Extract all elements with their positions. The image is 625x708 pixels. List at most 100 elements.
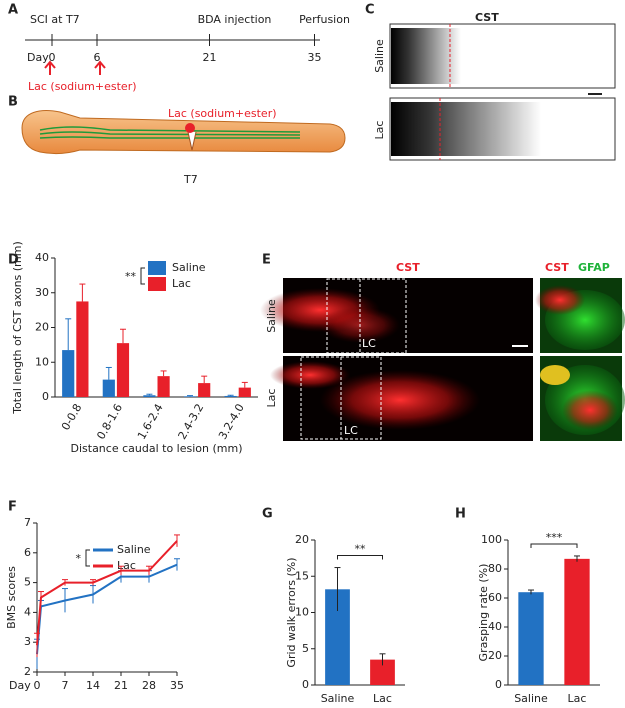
x-tick-label: 21 (114, 679, 128, 692)
y-axis-label: Total length of CST axons (mm) (11, 241, 24, 415)
image-signal (391, 102, 541, 156)
y-axis-label: Grid walk errors (%) (285, 557, 298, 667)
panel-b: B Lac (sodium+ester) T7 (8, 95, 346, 186)
y-tick-label: 6 (24, 546, 31, 559)
x-tick-label: Lac (568, 692, 587, 705)
legend-label: Lac (172, 277, 191, 290)
panel-a: A SCI at T7 Day 0 6 21 35 BDA injection Perfu… (8, 3, 350, 94)
injection-site (185, 123, 195, 133)
panel-e: E CST CST GFAP LC LC Saline Lac (260, 253, 625, 441)
roi-label: LC (344, 424, 358, 437)
legend-bracket (140, 267, 145, 285)
treatment-label: Lac (sodium+ester) (28, 80, 137, 93)
bar (62, 350, 75, 397)
arrow (94, 60, 106, 75)
bar (238, 387, 251, 397)
panel-c: C CST Saline Lac (365, 3, 616, 161)
panel-label: F (8, 500, 17, 515)
image-signal (270, 361, 350, 389)
arrow (44, 60, 56, 75)
bar (518, 592, 544, 685)
x-tick-label: 2.4-3.2 (176, 402, 207, 442)
bar (143, 395, 156, 397)
row-label: Lac (265, 389, 278, 408)
timeline-day: 21 (203, 51, 217, 64)
y-tick-label: 100 (481, 533, 502, 546)
panel-label: G (262, 507, 273, 522)
treatment-label: Lac (sodium+ester) (168, 107, 277, 120)
legend-bracket (85, 549, 90, 567)
line (36, 563, 178, 655)
timeline-event: Perfusion (299, 13, 350, 26)
significance: ** (355, 543, 367, 556)
row-label: Saline (373, 39, 386, 73)
significance: *** (546, 531, 563, 544)
bar (183, 396, 197, 397)
timeline: 0 6 21 35 BDA injection Perfusion (49, 13, 350, 64)
y-tick-label: 15 (295, 569, 309, 582)
day-label: Day (27, 51, 49, 64)
x-axis-label: Day (9, 679, 31, 692)
y-axis-label: BMS scores (5, 566, 18, 629)
x-tick-label: 28 (142, 679, 156, 692)
y-tick-label: 40 (35, 251, 49, 264)
x-tick-label: 0 (34, 679, 41, 692)
y-tick-label: 0 (42, 390, 49, 403)
image-signal (562, 390, 618, 430)
row-label: Saline (265, 299, 278, 333)
lesion (187, 131, 197, 151)
stain-label: CST (396, 261, 420, 274)
legend-swatch (148, 261, 166, 275)
legend-label: Lac (117, 559, 136, 572)
bar (224, 395, 237, 397)
y-tick-label: 5 (24, 576, 31, 589)
significance: ** (125, 270, 137, 283)
y-tick-label: 7 (24, 516, 31, 529)
row-label: Lac (373, 121, 386, 140)
x-tick-label: 14 (86, 679, 100, 692)
stain-label: GFAP (578, 261, 610, 274)
panel-label: E (262, 253, 271, 268)
y-tick-label: 5 (302, 642, 309, 655)
significance-bracket (530, 543, 578, 548)
bar (157, 376, 170, 397)
x-tick-label: 7 (62, 679, 69, 692)
bar (198, 383, 211, 397)
significance-bracket (337, 555, 383, 560)
roi-label: LC (362, 337, 376, 350)
y-tick-label: 10 (295, 606, 309, 619)
timeline-title: SCI at T7 (30, 13, 80, 26)
stain-label: CST (545, 261, 569, 274)
legend-label: Saline (117, 543, 151, 556)
timeline-event: BDA injection (198, 13, 272, 26)
y-tick-label: 80 (488, 562, 502, 575)
y-tick-label: 0 (302, 678, 309, 691)
y-tick-label: 2 (24, 665, 31, 678)
legend-label: Saline (172, 261, 206, 274)
x-axis-label: Distance caudal to lesion (mm) (71, 442, 243, 455)
panel-label: D (8, 253, 19, 268)
x-tick-label: 1.6-2.4 (135, 402, 166, 442)
x-tick-label: Saline (321, 692, 355, 705)
legend-swatch (148, 277, 166, 291)
panel-label: C (365, 3, 375, 18)
bar (102, 379, 115, 397)
x-tick-label: 0.8-1.6 (94, 402, 125, 442)
y-axis-label: Grasping rate (%) (477, 564, 490, 662)
y-tick-label: 40 (488, 620, 502, 633)
bar (76, 301, 89, 397)
x-tick-label: 3.2-4.0 (216, 402, 247, 442)
y-tick-label: 3 (24, 635, 31, 648)
image-signal (535, 285, 585, 315)
roi-box (326, 278, 407, 354)
cst-tract (39, 126, 301, 139)
y-tick-label: 20 (35, 321, 49, 334)
y-tick-label: 20 (295, 533, 309, 546)
timeline-day: 6 (94, 51, 101, 64)
image-signal (391, 28, 461, 84)
y-tick-label: 20 (488, 649, 502, 662)
x-tick-label: Lac (373, 692, 392, 705)
y-tick-label: 0 (495, 678, 502, 691)
y-tick-label: 4 (24, 605, 31, 618)
